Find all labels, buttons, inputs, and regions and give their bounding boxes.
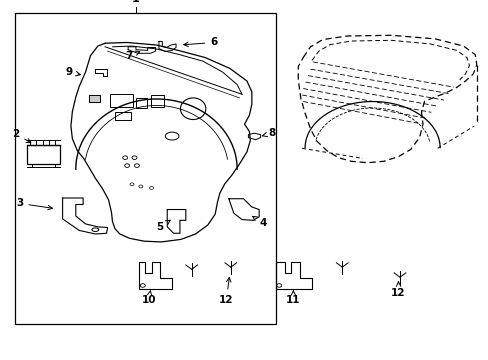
Bar bbox=[15, 13, 276, 324]
Bar bbox=[136, 98, 146, 108]
Text: 4: 4 bbox=[252, 216, 266, 228]
Text: 7: 7 bbox=[125, 51, 140, 61]
Bar bbox=[110, 94, 133, 107]
Bar bbox=[115, 112, 130, 120]
Text: 5: 5 bbox=[156, 220, 170, 232]
Bar bbox=[89, 95, 100, 102]
Text: 12: 12 bbox=[219, 278, 233, 305]
Text: 12: 12 bbox=[390, 282, 405, 298]
Text: 11: 11 bbox=[285, 291, 300, 305]
Bar bbox=[150, 95, 164, 107]
Text: 2: 2 bbox=[12, 129, 31, 143]
Text: 8: 8 bbox=[262, 128, 275, 138]
Bar bbox=[27, 145, 60, 164]
Text: 10: 10 bbox=[141, 291, 156, 305]
Text: 6: 6 bbox=[183, 37, 217, 48]
Text: 3: 3 bbox=[16, 198, 52, 210]
Text: 9: 9 bbox=[65, 67, 80, 77]
Text: 1: 1 bbox=[132, 0, 140, 4]
